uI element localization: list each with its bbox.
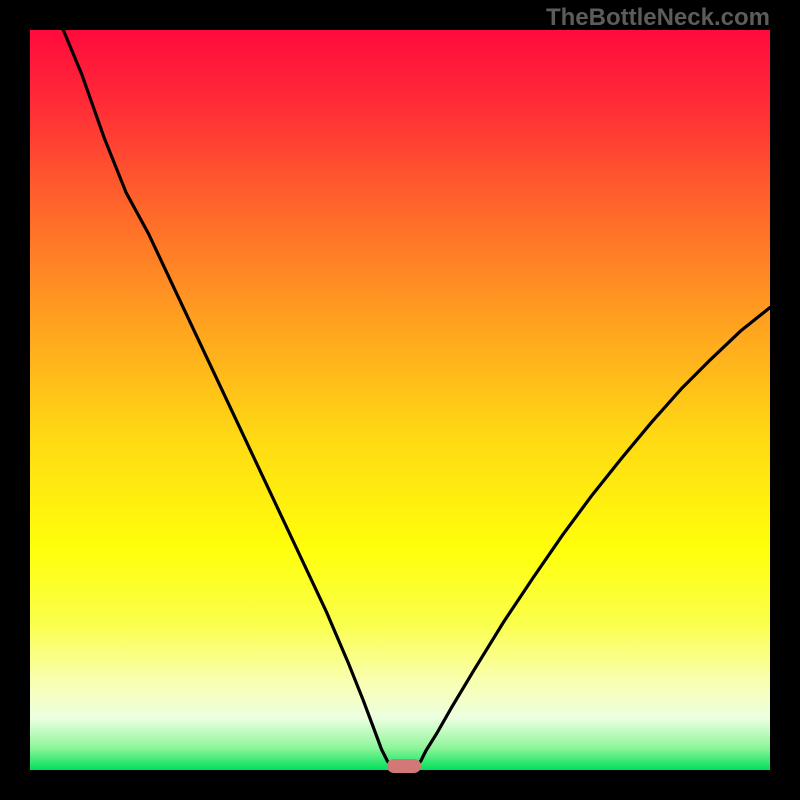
- chart-frame: TheBottleNeck.com: [0, 0, 800, 800]
- minimum-marker: [387, 759, 421, 773]
- bottleneck-curve: [0, 0, 800, 800]
- curve-line: [63, 30, 770, 766]
